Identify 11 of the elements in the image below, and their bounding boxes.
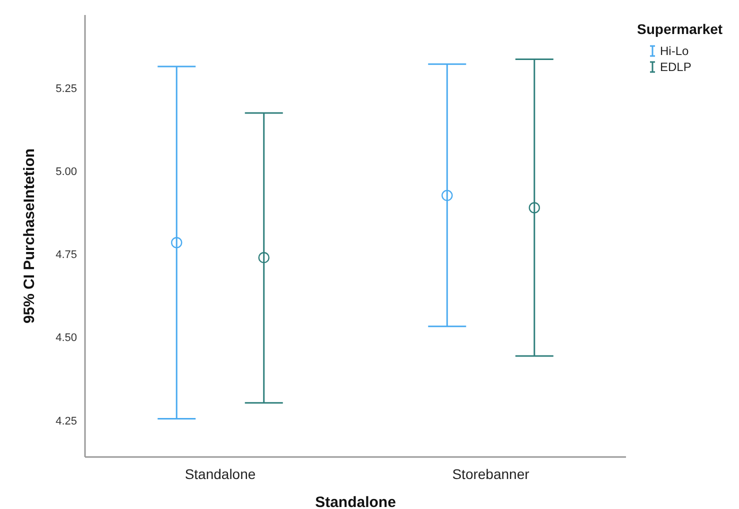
x-tick-label: Storebanner xyxy=(452,466,530,482)
y-tick-label: 4.75 xyxy=(56,249,77,262)
legend-title: Supermarket xyxy=(637,21,723,37)
x-axis-title: Standalone xyxy=(315,494,396,509)
y-tick-label: 4.25 xyxy=(56,415,77,428)
legend-label: EDLP xyxy=(660,60,692,74)
y-tick-label: 4.50 xyxy=(56,332,77,344)
y-axis-title: 95% CI PurchaseIntetion xyxy=(21,148,38,324)
y-tick-label: 5.25 xyxy=(56,82,77,95)
legend-label: Hi-Lo xyxy=(660,44,689,58)
y-tick-label: 5.00 xyxy=(56,166,77,178)
